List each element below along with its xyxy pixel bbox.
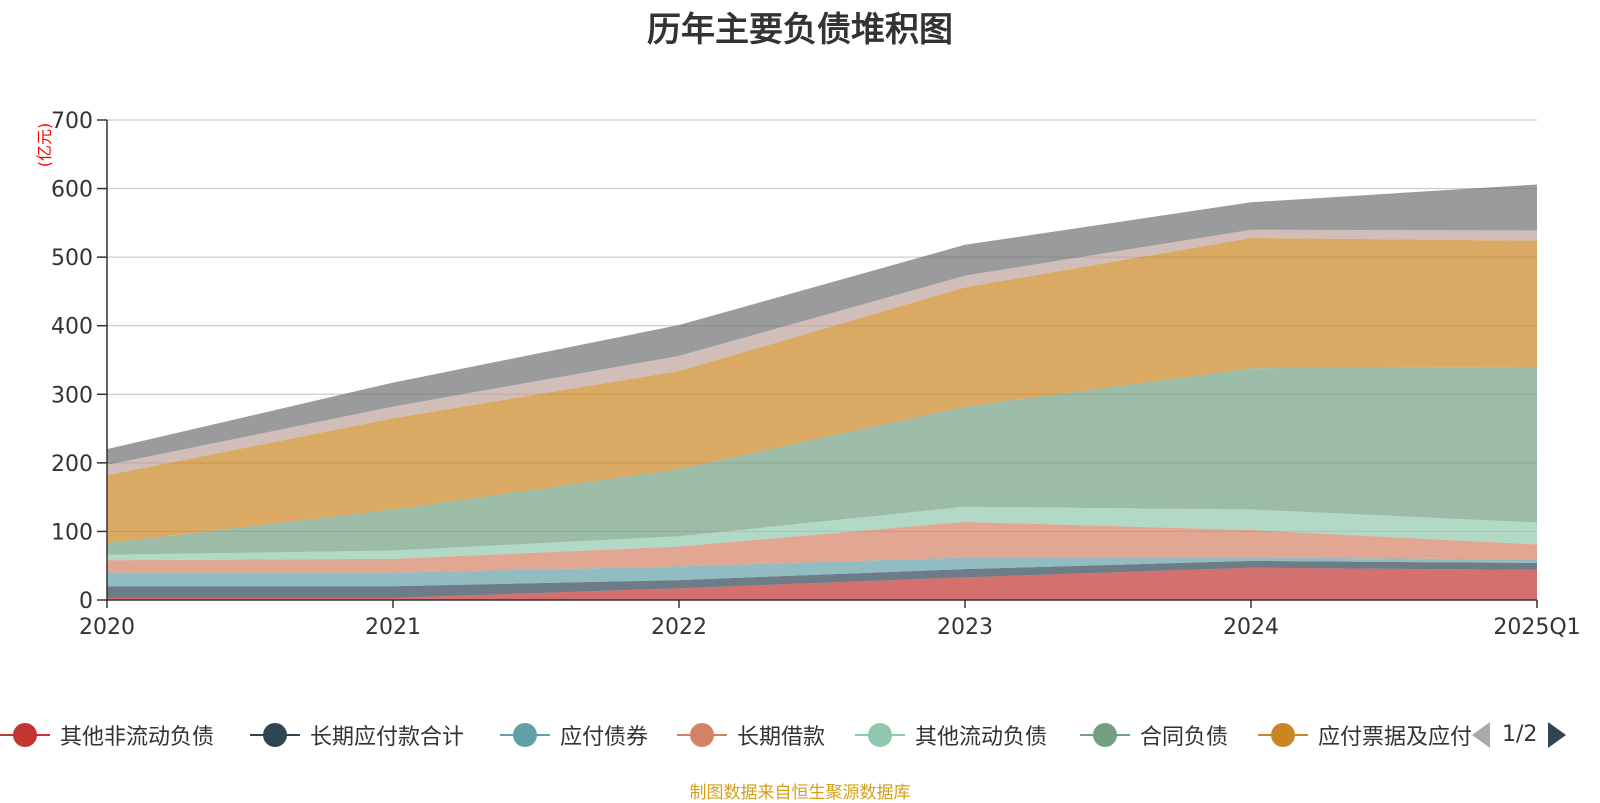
legend-next-arrow-icon[interactable] — [1546, 720, 1568, 750]
legend-item-2[interactable]: 应付债券 — [500, 718, 648, 752]
legend-marker-icon — [1080, 720, 1130, 750]
axes: 0 100 200 300 400 500 600 700 2020 2021 2022 2023 20… — [51, 109, 1581, 640]
legend-marker-icon — [855, 720, 905, 750]
area-series-3 — [107, 521, 1537, 573]
x-tick-label: 2024 — [1223, 615, 1279, 640]
y-tick-label: 600 — [51, 178, 93, 203]
x-tick-label: 2025Q1 — [1493, 615, 1580, 640]
legend-label: 应付票据及应付 — [1318, 725, 1473, 750]
y-axis-unit-label: (亿元) — [35, 123, 54, 168]
area-series-0 — [107, 567, 1537, 600]
legend-item-4[interactable]: 其他流动负债 — [855, 718, 1047, 752]
legend-item-1[interactable]: 长期应付款合计 — [250, 718, 464, 752]
legend-label: 应付债券 — [560, 725, 649, 750]
legend-item-5[interactable]: 合同负债 — [1080, 718, 1228, 752]
legend-label: 长期应付款合计 — [310, 725, 465, 750]
y-tick-label: 300 — [51, 383, 93, 408]
legend-label: 合同负债 — [1140, 725, 1229, 750]
legend-item-0[interactable]: 其他非流动负债 — [0, 718, 214, 752]
x-tick-label: 2020 — [79, 615, 135, 640]
legend-label: 长期借款 — [737, 725, 826, 750]
x-tick-label: 2021 — [365, 615, 421, 640]
stacked-areas — [107, 184, 1537, 600]
legend-page-indicator: 1/2 — [1502, 722, 1538, 747]
legend-marker-icon — [677, 720, 727, 750]
legend-label: 其他流动负债 — [915, 725, 1048, 750]
area-series-5 — [107, 367, 1537, 555]
y-tick-label: 700 — [51, 109, 93, 134]
legend-item-3[interactable]: 长期借款 — [677, 718, 825, 752]
legend-marker-icon — [250, 720, 300, 750]
y-tick-label: 500 — [51, 246, 93, 271]
area-series-4 — [107, 506, 1537, 561]
area-series-2 — [107, 557, 1537, 587]
y-tick-label: 0 — [79, 589, 93, 614]
legend-marker-icon — [0, 720, 50, 750]
area-series-6 — [107, 237, 1537, 544]
area-series-1 — [107, 560, 1537, 598]
x-tick-label: 2023 — [937, 615, 993, 640]
y-tick-label: 100 — [51, 520, 93, 545]
legend-label: 其他非流动负债 — [60, 725, 215, 750]
legend-marker-icon — [500, 720, 550, 750]
y-tick-label: 400 — [51, 315, 93, 340]
area-series-8 — [107, 184, 1537, 465]
x-tick-label: 2022 — [651, 615, 707, 640]
source-note: 制图数据来自恒生聚源数据库 — [689, 783, 911, 803]
legend-prev-arrow-icon[interactable] — [1470, 720, 1492, 750]
chart-title: 历年主要负债堆积图 — [647, 10, 953, 50]
legend-marker-icon — [1258, 720, 1308, 750]
y-tick-label: 200 — [51, 452, 93, 477]
legend-item-6[interactable]: 应付票据及应付 — [1258, 718, 1472, 752]
